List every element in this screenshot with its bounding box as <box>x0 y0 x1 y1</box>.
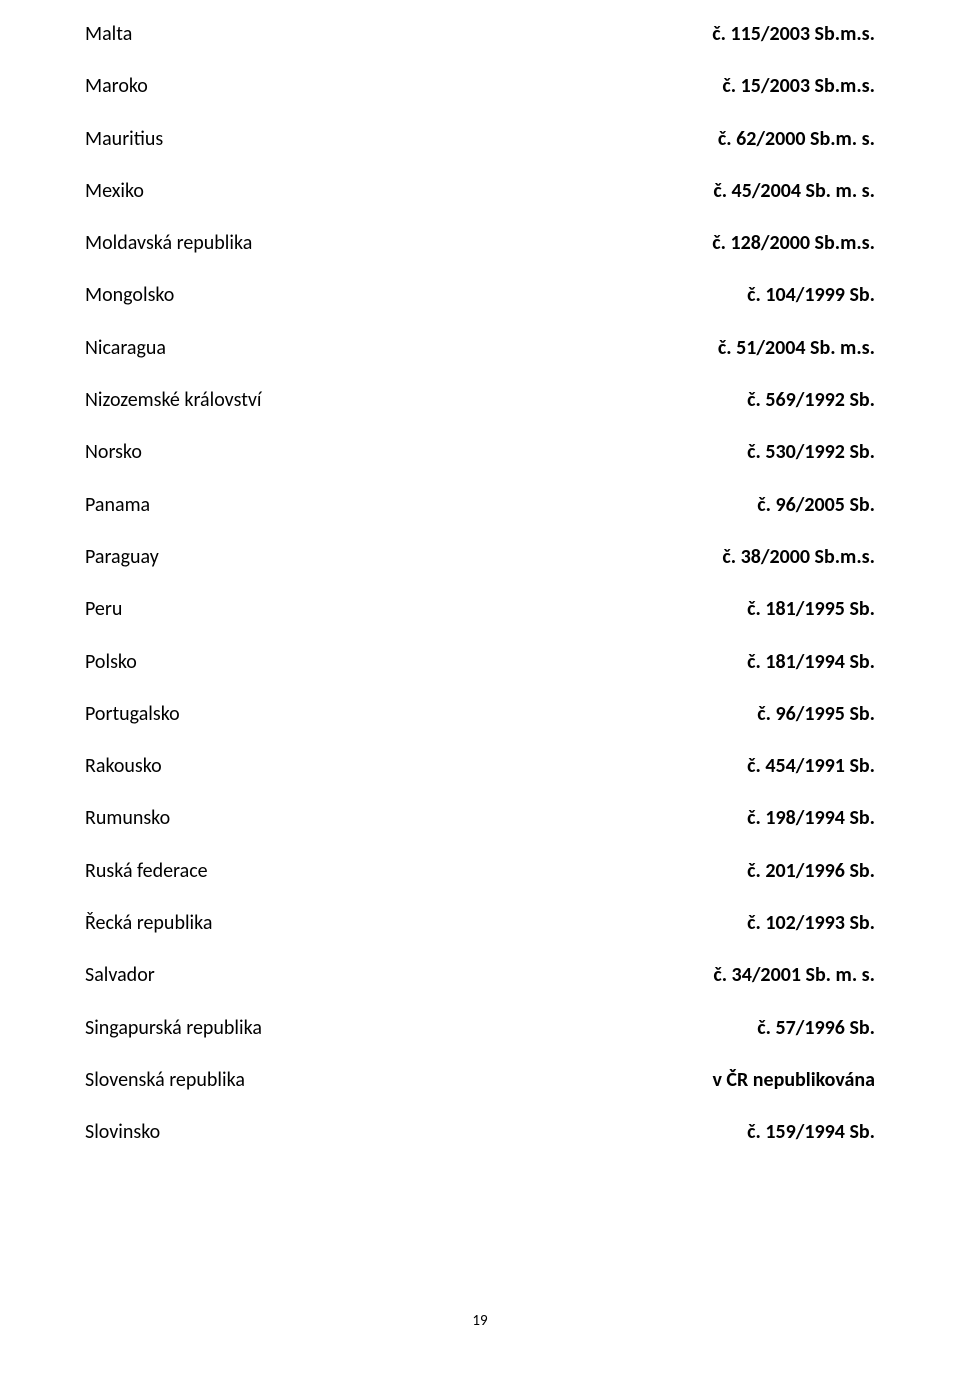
country-name: Salvador <box>85 963 155 987</box>
reference-number: č. 102/1993 Sb. <box>747 911 875 935</box>
country-name: Mauritius <box>85 127 163 151</box>
country-name: Norsko <box>85 440 142 464</box>
table-row: Rakousko č. 454/1991 Sb. <box>85 754 875 778</box>
table-row: Malta č. 115/2003 Sb.m.s. <box>85 22 875 46</box>
table-row: Peru č. 181/1995 Sb. <box>85 597 875 621</box>
table-row: Řecká republika č. 102/1993 Sb. <box>85 911 875 935</box>
reference-number: č. 96/2005 Sb. <box>757 493 875 517</box>
country-name: Singapurská republika <box>85 1016 262 1040</box>
country-name: Moldavská republika <box>85 231 252 255</box>
country-name: Malta <box>85 22 132 46</box>
reference-number: č. 34/2001 Sb. m. s. <box>713 963 875 987</box>
table-row: Maroko č. 15/2003 Sb.m.s. <box>85 74 875 98</box>
reference-number: v ČR nepublikována <box>712 1068 875 1092</box>
reference-number: č. 569/1992 Sb. <box>747 388 875 412</box>
table-row: Slovenská republika v ČR nepublikována <box>85 1068 875 1092</box>
country-name: Paraguay <box>85 545 159 569</box>
table-row: Rumunsko č. 198/1994 Sb. <box>85 806 875 830</box>
table-row: Nicaragua č. 51/2004 Sb. m.s. <box>85 336 875 360</box>
reference-number: č. 104/1999 Sb. <box>747 283 875 307</box>
country-reference-list: Malta č. 115/2003 Sb.m.s. Maroko č. 15/2003… <box>85 22 875 1144</box>
table-row: Mexiko č. 45/2004 Sb. m. s. <box>85 179 875 203</box>
country-name: Peru <box>85 597 122 621</box>
reference-number: č. 115/2003 Sb.m.s. <box>712 22 875 46</box>
reference-number: č. 62/2000 Sb.m. s. <box>718 127 875 151</box>
country-name: Portugalsko <box>85 702 180 726</box>
table-row: Portugalsko č. 96/1995 Sb. <box>85 702 875 726</box>
table-row: Paraguay č. 38/2000 Sb.m.s. <box>85 545 875 569</box>
country-name: Nizozemské království <box>85 388 262 412</box>
country-name: Rumunsko <box>85 806 170 830</box>
table-row: Panama č. 96/2005 Sb. <box>85 493 875 517</box>
country-name: Panama <box>85 493 150 517</box>
table-row: Mauritius č. 62/2000 Sb.m. s. <box>85 127 875 151</box>
reference-number: č. 530/1992 Sb. <box>747 440 875 464</box>
table-row: Slovinsko č. 159/1994 Sb. <box>85 1120 875 1144</box>
table-row: Norsko č. 530/1992 Sb. <box>85 440 875 464</box>
country-name: Maroko <box>85 74 148 98</box>
country-name: Slovenská republika <box>85 1068 245 1092</box>
table-row: Moldavská republika č. 128/2000 Sb.m.s. <box>85 231 875 255</box>
reference-number: č. 96/1995 Sb. <box>757 702 875 726</box>
document-content: Malta č. 115/2003 Sb.m.s. Maroko č. 15/2003… <box>0 0 960 1144</box>
reference-number: č. 128/2000 Sb.m.s. <box>712 231 875 255</box>
country-name: Řecká republika <box>85 911 212 935</box>
reference-number: č. 51/2004 Sb. m.s. <box>718 336 875 360</box>
reference-number: č. 454/1991 Sb. <box>747 754 875 778</box>
reference-number: č. 15/2003 Sb.m.s. <box>722 74 875 98</box>
page-number: 19 <box>0 1312 960 1330</box>
country-name: Mongolsko <box>85 283 174 307</box>
country-name: Rakousko <box>85 754 162 778</box>
table-row: Salvador č. 34/2001 Sb. m. s. <box>85 963 875 987</box>
table-row: Ruská federace č. 201/1996 Sb. <box>85 859 875 883</box>
country-name: Polsko <box>85 650 137 674</box>
reference-number: č. 45/2004 Sb. m. s. <box>713 179 875 203</box>
table-row: Mongolsko č. 104/1999 Sb. <box>85 283 875 307</box>
country-name: Nicaragua <box>85 336 166 360</box>
table-row: Singapurská republika č. 57/1996 Sb. <box>85 1016 875 1040</box>
reference-number: č. 181/1995 Sb. <box>747 597 875 621</box>
country-name: Mexiko <box>85 179 144 203</box>
table-row: Polsko č. 181/1994 Sb. <box>85 650 875 674</box>
reference-number: č. 198/1994 Sb. <box>747 806 875 830</box>
reference-number: č. 201/1996 Sb. <box>747 859 875 883</box>
country-name: Ruská federace <box>85 859 208 883</box>
country-name: Slovinsko <box>85 1120 160 1144</box>
reference-number: č. 57/1996 Sb. <box>757 1016 875 1040</box>
reference-number: č. 159/1994 Sb. <box>747 1120 875 1144</box>
table-row: Nizozemské království č. 569/1992 Sb. <box>85 388 875 412</box>
reference-number: č. 38/2000 Sb.m.s. <box>722 545 875 569</box>
reference-number: č. 181/1994 Sb. <box>747 650 875 674</box>
